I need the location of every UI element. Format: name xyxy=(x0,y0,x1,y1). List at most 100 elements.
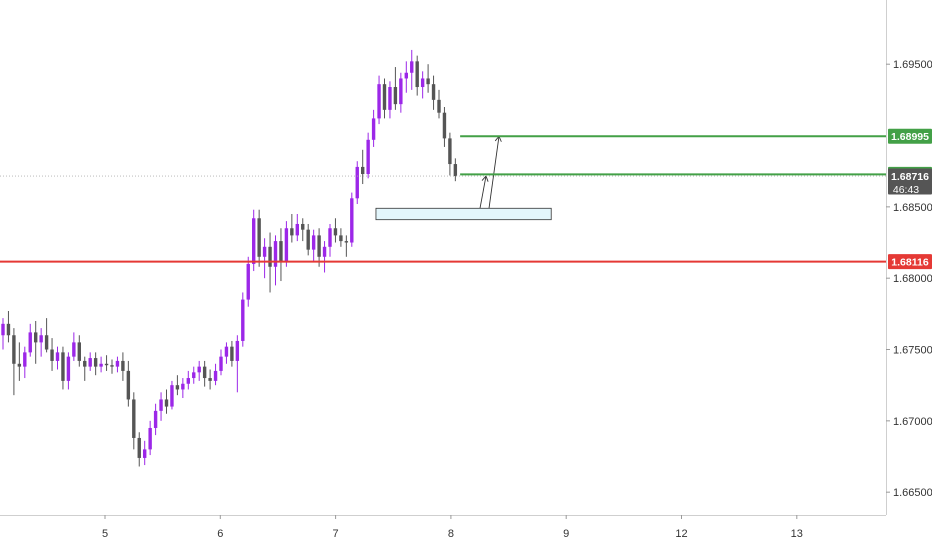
candle-body xyxy=(317,235,321,257)
candle-body xyxy=(93,358,98,367)
candle xyxy=(93,352,98,376)
candle-body xyxy=(164,399,169,407)
candle-body xyxy=(72,342,76,357)
y-tick-label: 1.68000 xyxy=(893,273,932,285)
candle-body xyxy=(252,218,256,264)
candle xyxy=(371,109,376,147)
candle-body xyxy=(306,229,310,250)
candle-body xyxy=(121,360,125,371)
candle-body xyxy=(197,366,201,373)
y-tick-label: 1.66500 xyxy=(893,487,932,499)
target-badge-1-text: 1.68995 xyxy=(891,131,929,143)
x-tick-label: 8 xyxy=(448,528,454,540)
candle-body xyxy=(410,61,414,73)
candle-body xyxy=(148,427,152,450)
candle-body xyxy=(284,228,289,262)
candle xyxy=(17,342,22,381)
candle xyxy=(453,158,458,182)
candle xyxy=(137,432,141,467)
y-tick-label: 1.69500 xyxy=(893,59,932,71)
candle xyxy=(431,75,436,110)
candle-body xyxy=(88,358,92,367)
arrow-to-target-1[interactable] xyxy=(479,175,489,209)
candle-body xyxy=(377,84,381,119)
candle xyxy=(192,366,196,384)
candle-body xyxy=(23,352,27,367)
candle xyxy=(257,209,261,267)
candle xyxy=(366,132,370,179)
candle xyxy=(110,359,114,374)
candle xyxy=(50,338,54,371)
candle xyxy=(159,392,163,421)
candle xyxy=(290,213,294,243)
candle-body xyxy=(192,372,196,379)
candle xyxy=(317,228,321,267)
price-axis[interactable]: 1.66500 1.67000 1.67500 1.68000 1.68500 1.695… xyxy=(886,59,932,499)
candle-body xyxy=(350,198,354,243)
candle xyxy=(284,221,289,267)
candle xyxy=(442,106,447,147)
candle xyxy=(333,218,338,243)
candle-body xyxy=(388,87,392,110)
candle-body xyxy=(137,437,141,458)
demand-zone-layer[interactable] xyxy=(375,135,552,221)
candle xyxy=(404,61,408,93)
candle-body xyxy=(99,363,103,367)
candle-body xyxy=(404,72,408,79)
candle xyxy=(377,75,381,125)
candle xyxy=(77,335,81,367)
candle xyxy=(148,420,152,456)
candle-body xyxy=(104,363,109,366)
candle-body xyxy=(442,112,447,139)
candle xyxy=(61,346,65,390)
candle xyxy=(83,356,87,381)
x-tick-label: 7 xyxy=(333,528,339,540)
candle-body xyxy=(382,84,387,110)
resistance-badge: 1.68116 xyxy=(888,254,932,270)
candle-body xyxy=(55,352,60,361)
candle-body xyxy=(159,399,163,411)
candle-body xyxy=(110,365,114,367)
candle-body xyxy=(115,360,120,367)
candle-body xyxy=(366,139,370,175)
time-axis[interactable]: 5 6 7 8 9 12 13 xyxy=(102,515,803,540)
candle xyxy=(224,342,229,364)
candle xyxy=(115,356,120,373)
candle xyxy=(28,323,32,357)
candle-body xyxy=(208,378,212,381)
arrow-to-target-2[interactable] xyxy=(488,135,502,209)
candle-body xyxy=(12,335,16,364)
candle xyxy=(202,360,207,387)
candle-body xyxy=(328,228,332,247)
candle-body xyxy=(241,299,245,341)
candle-body xyxy=(415,61,419,88)
candle xyxy=(350,192,354,247)
candle xyxy=(132,392,136,450)
candle-body xyxy=(361,166,365,175)
candle-body xyxy=(426,78,430,85)
candle-body xyxy=(399,78,403,105)
candle xyxy=(241,292,245,347)
y-tick-label: 1.67500 xyxy=(893,345,932,357)
x-tick-label: 9 xyxy=(563,528,569,540)
levels-layer[interactable] xyxy=(0,135,886,263)
candle-body xyxy=(50,349,54,361)
candle xyxy=(339,228,343,247)
candle-body xyxy=(34,332,38,343)
candle xyxy=(44,318,49,353)
candle-body xyxy=(132,399,136,438)
candle xyxy=(175,375,180,396)
candle-body xyxy=(202,366,207,379)
candles-layer xyxy=(1,49,458,467)
candle-body xyxy=(311,235,316,250)
candle xyxy=(279,228,283,282)
current-price-badge-text: 1.68716 xyxy=(891,171,929,183)
candle xyxy=(219,349,223,376)
demand-zone-box[interactable] xyxy=(375,207,552,221)
candle xyxy=(361,149,365,185)
candle xyxy=(262,238,267,279)
candle xyxy=(399,72,403,113)
candle-body xyxy=(181,383,185,390)
